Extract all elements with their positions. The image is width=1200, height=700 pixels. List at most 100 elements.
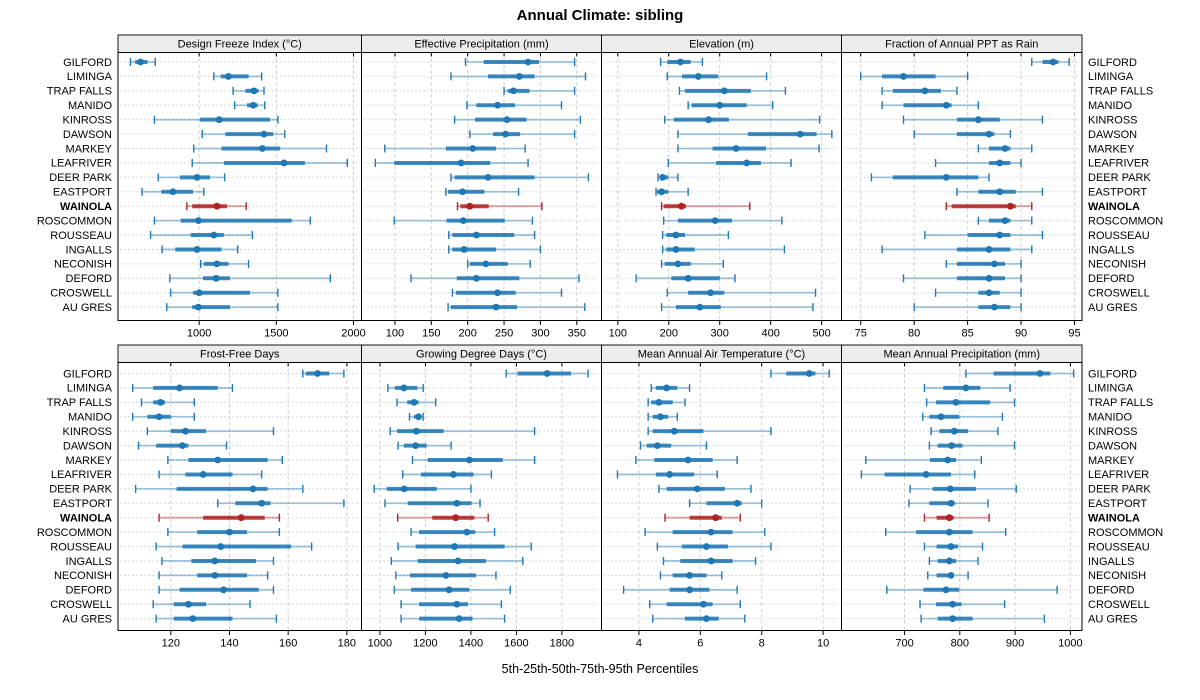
station-label-left: CROSWELL — [50, 599, 112, 611]
panel-strip-title: Elevation (m) — [689, 39, 754, 51]
axis-tick-label: 10 — [817, 638, 829, 650]
median-dot — [684, 274, 692, 282]
median-dot — [524, 58, 532, 66]
median-dot — [732, 145, 740, 152]
panel-border — [841, 362, 1083, 631]
panel-background — [361, 52, 602, 321]
median-dot — [412, 442, 420, 449]
percentile-row-liminga — [666, 72, 768, 81]
median-dot — [492, 303, 500, 311]
panel-background — [841, 362, 1082, 631]
station-label-right: DEFORD — [1088, 273, 1135, 285]
percentile-row-croswell — [451, 288, 563, 297]
station-label-right: CROSWELL — [1088, 599, 1150, 611]
station-label-right: EASTPORT — [1088, 187, 1147, 199]
percentile-row-rousseau — [397, 542, 532, 551]
station-label-right: ROSCOMMON — [1088, 215, 1163, 227]
median-dot — [947, 543, 955, 550]
station-label-left: WAINOLA — [60, 201, 112, 213]
percentile-row-wainola — [396, 513, 489, 522]
station-label-right: WAINOLA — [1088, 513, 1140, 525]
percentile-row-gilford — [659, 58, 704, 66]
median-dot — [947, 571, 955, 579]
station-label-left: INGALLS — [66, 556, 112, 568]
percentile-row-rousseau — [924, 231, 1044, 240]
median-dot — [945, 557, 953, 565]
median-dot — [672, 246, 680, 253]
median-dot — [672, 231, 680, 239]
median-dot — [985, 289, 993, 297]
median-dot — [169, 188, 177, 196]
percentile-row-deer-park — [157, 173, 226, 182]
station-label-left: NECONISH — [54, 259, 112, 271]
median-dot — [450, 471, 457, 478]
median-dot — [657, 413, 664, 421]
station-label-right: ROSCOMMON — [1088, 527, 1163, 539]
percentile-row-gilford — [464, 58, 576, 66]
percentile-row-au-gres — [913, 303, 1022, 312]
station-label-right: TRAP FALLS — [1088, 397, 1153, 409]
median-dot — [674, 260, 682, 268]
median-dot — [249, 485, 257, 493]
percentile-row-dawson — [137, 441, 228, 450]
median-dot — [214, 456, 222, 464]
station-label-right: GILFORD — [1088, 57, 1137, 69]
percentile-row-wainola — [660, 202, 751, 211]
percentile-row-gilford — [302, 369, 345, 378]
percentile-row-neconish — [659, 571, 723, 580]
percentile-row-deford — [410, 274, 580, 283]
axis-tick-label: 800 — [951, 638, 969, 650]
percentile-row-gilford — [965, 369, 1075, 378]
median-dot — [459, 217, 467, 225]
panel-border — [841, 52, 1083, 321]
median-dot — [179, 442, 186, 449]
percentile-row-croswell — [666, 288, 817, 297]
median-dot — [515, 73, 523, 80]
station-label-right: DEFORD — [1088, 585, 1135, 597]
percentile-row-roscommon — [662, 216, 783, 225]
median-dot — [921, 87, 929, 95]
median-dot — [213, 202, 221, 210]
axis-tick-label: 1000 — [368, 638, 392, 650]
percentile-row-au-gres — [652, 614, 746, 623]
percentile-row-kinross — [663, 115, 821, 124]
axis-tick-label: 2000 — [341, 328, 365, 340]
percentile-row-trap-falls — [925, 398, 1016, 407]
percentile-row-leafriver — [934, 158, 1022, 167]
station-label-left: DAWSON — [63, 129, 112, 141]
station-label-right: KINROSS — [1088, 426, 1138, 438]
percentile-row-au-gres — [166, 303, 279, 312]
station-label-right: DAWSON — [1088, 129, 1137, 141]
median-dot — [686, 586, 693, 594]
median-dot — [473, 231, 480, 239]
axis-tick-label: 500 — [812, 328, 830, 340]
station-label-left: NECONISH — [54, 570, 112, 582]
median-dot — [948, 442, 955, 449]
station-label-left: TRAP FALLS — [47, 86, 112, 98]
percentile-row-manido — [647, 412, 679, 421]
station-label-left: KINROSS — [62, 426, 112, 438]
median-dot — [193, 173, 201, 181]
percentile-row-deford — [169, 274, 332, 283]
median-dot — [985, 246, 993, 253]
station-label-left: ROUSSEAU — [50, 230, 112, 242]
percentile-row-markey — [677, 144, 820, 153]
median-dot — [720, 87, 728, 95]
percentile-row-rousseau — [656, 542, 772, 551]
station-label-right: DAWSON — [1088, 440, 1137, 452]
median-dot — [1001, 145, 1009, 152]
panel-strip-title: Mean Annual Precipitation (mm) — [883, 349, 1040, 361]
percentile-row-eastport — [445, 187, 520, 196]
station-label-left: EASTPORT — [53, 187, 112, 199]
median-dot — [686, 571, 693, 579]
percentile-row-gilford — [770, 369, 830, 378]
median-dot — [155, 413, 163, 421]
median-dot — [469, 145, 477, 152]
percentile-row-wainola — [923, 513, 990, 522]
panel-strip-title: Frost-Free Days — [200, 349, 280, 361]
median-dot — [900, 73, 907, 80]
percentile-row-manido — [922, 412, 1004, 421]
station-label-left: WAINOLA — [60, 513, 112, 525]
median-dot — [974, 116, 982, 124]
